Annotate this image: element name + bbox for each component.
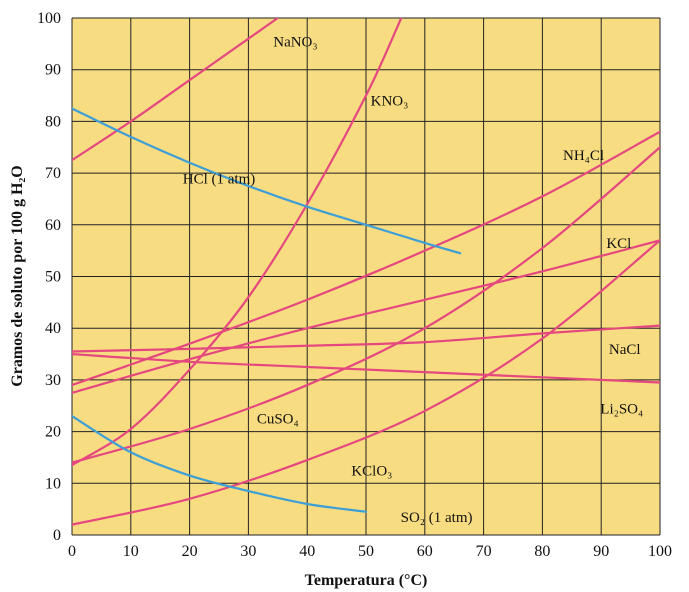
series-line-kno [72, 18, 403, 467]
y-tick-label: 30 [45, 372, 61, 389]
y-tick-label: 70 [45, 165, 61, 182]
x-tick-label: 80 [534, 543, 550, 560]
x-axis-title: Temperatura (°C) [305, 572, 428, 589]
x-tick-label: 0 [68, 543, 76, 560]
series-label-kno: KNO₃ [371, 94, 409, 110]
series-line-kclo [72, 239, 660, 526]
x-tick-label: 20 [182, 543, 198, 560]
series-label-kclo: KClO₃ [351, 463, 392, 479]
series-line-kcl [72, 239, 660, 394]
y-axis-title: Gramos de soluto por 100 g H₂O [9, 165, 26, 386]
series-labels: NaNO₃ KNO₃ NH₄Cl KCl NaCl Li₂SO₄ CuSO₄ KClO₃ HCl… [183, 34, 644, 526]
series-line-hcl-1-atm [72, 107, 462, 255]
series-label-so-1-atm: SO₂ (1 atm) [401, 510, 473, 526]
series-layer [72, 18, 660, 526]
y-tick-label: 100 [37, 10, 61, 27]
series-line-nacl [72, 324, 660, 353]
grid-lines [71, 17, 661, 536]
series-line-nano [72, 18, 279, 162]
y-tick-label: 60 [45, 217, 61, 234]
series-label-cuso: CuSO₄ [257, 412, 299, 428]
series-label-nh-cl: NH₄Cl [563, 148, 604, 164]
x-tick-label: 70 [476, 543, 492, 560]
series-label-hcl-1-atm: HCl (1 atm) [183, 171, 256, 187]
series-label-nacl: NaCl [609, 342, 641, 358]
series-label-kcl: KCl [606, 236, 631, 252]
x-tick-label: 60 [417, 543, 433, 560]
x-tick-label: 10 [123, 543, 139, 560]
y-tick-label: 40 [45, 320, 61, 337]
series-line-cuso [72, 146, 660, 464]
series-label-li-so: Li₂SO₄ [600, 401, 643, 417]
x-tick-label: 30 [240, 543, 256, 560]
y-tick-label: 20 [45, 424, 61, 441]
tick-labels: 0 10 20 30 40 50 60 70 80 90 100 0 10 20 30 40 50 60 70 80 9… [37, 10, 672, 560]
y-tick-label: 0 [53, 527, 61, 544]
x-tick-label: 50 [358, 543, 374, 560]
series-line-so-1-atm [72, 414, 368, 513]
y-tick-label: 10 [45, 475, 61, 492]
y-tick-label: 80 [45, 113, 61, 130]
x-tick-label: 100 [648, 543, 672, 560]
y-tick-label: 90 [45, 62, 61, 79]
series-label-nano: NaNO₃ [273, 34, 317, 50]
x-tick-label: 40 [299, 543, 315, 560]
series-line-li-so [72, 352, 660, 384]
x-tick-label: 90 [593, 543, 609, 560]
y-tick-label: 50 [45, 269, 61, 286]
